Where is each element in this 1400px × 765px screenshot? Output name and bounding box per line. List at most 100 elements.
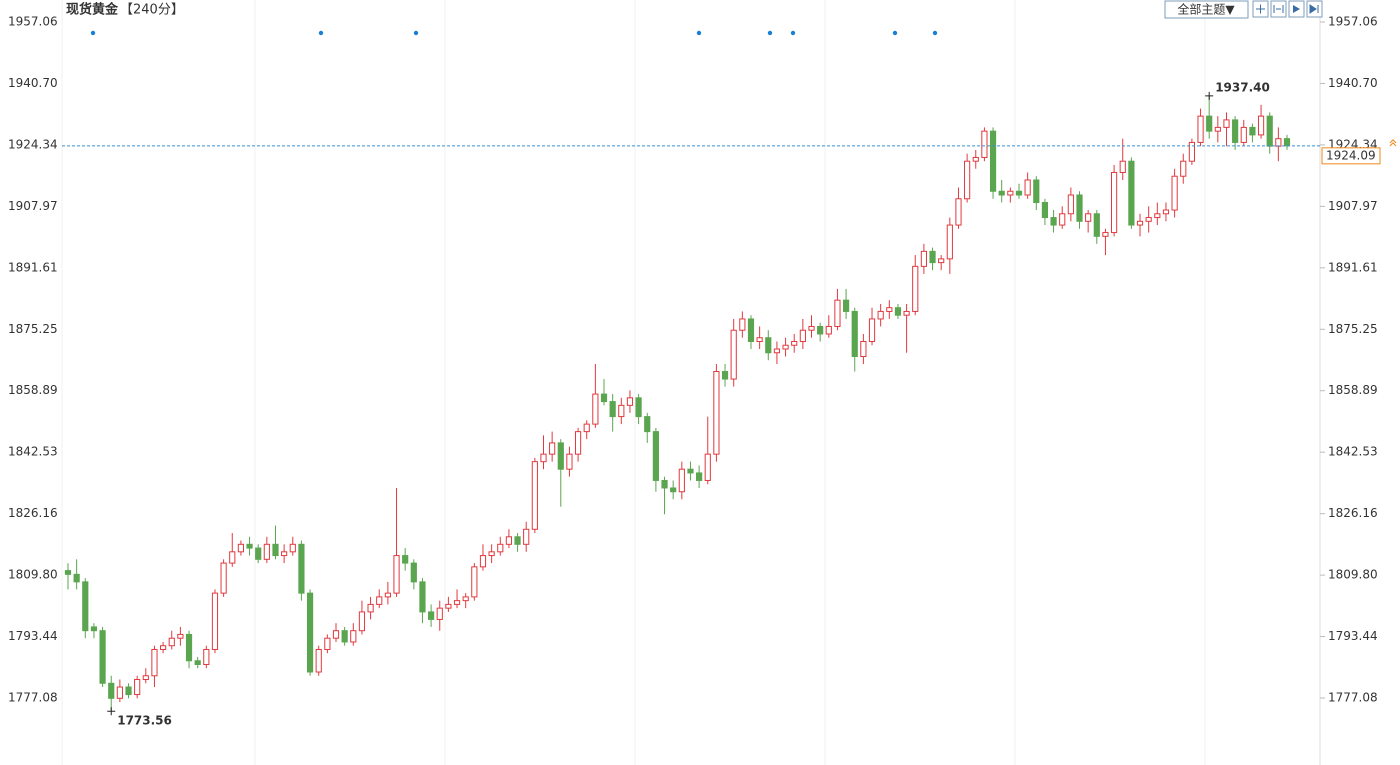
candle-body	[1119, 160, 1126, 173]
y2-tick-label: 1809.80	[1328, 568, 1378, 582]
candle-body	[1059, 213, 1066, 226]
candle-body	[151, 648, 158, 677]
candle-body	[82, 581, 89, 632]
candle-body	[1154, 213, 1161, 219]
candle-body	[877, 310, 884, 320]
candle-body	[505, 536, 513, 545]
candle-body	[825, 325, 832, 335]
event-dot[interactable]	[892, 30, 898, 36]
candle-body	[90, 626, 98, 632]
candle-body	[523, 528, 530, 545]
event-dot[interactable]	[413, 30, 419, 36]
y-tick-label: 1924.34	[8, 137, 58, 151]
candle-body	[557, 442, 564, 470]
theme-button-label[interactable]: 全部主题▼	[1177, 2, 1235, 17]
event-dot[interactable]	[318, 30, 324, 36]
candle-body	[237, 543, 245, 553]
candle-body	[583, 423, 590, 433]
candle-body	[497, 543, 504, 553]
candle-body	[903, 310, 910, 316]
event-dot[interactable]	[696, 30, 702, 36]
candle-body	[116, 686, 123, 699]
candle-body	[549, 442, 556, 455]
candle-body	[1232, 119, 1239, 143]
candle-body	[402, 555, 409, 564]
candle-body	[1102, 232, 1109, 237]
candle-body	[713, 371, 720, 455]
candle-body	[1076, 194, 1083, 222]
candle-body	[160, 645, 167, 650]
candle-body	[315, 648, 322, 673]
y2-tick-label: 1793.44	[1328, 629, 1378, 643]
candle-body	[1128, 160, 1135, 226]
y2-tick-label: 1940.70	[1328, 76, 1378, 90]
candle-body	[609, 401, 616, 418]
y2-tick-label: 1891.61	[1328, 260, 1378, 274]
theme-button[interactable]	[1164, 0, 1249, 19]
candle-body	[989, 130, 997, 192]
event-dot[interactable]	[790, 30, 796, 36]
y-tick-label: 1809.80	[8, 568, 58, 582]
candle-body	[531, 461, 538, 530]
y2-tick-label: 1826.16	[1328, 506, 1378, 520]
candle-body	[203, 648, 210, 665]
candle-body	[428, 611, 435, 620]
candle-body	[125, 686, 132, 696]
candle-body	[765, 337, 772, 354]
event-dot[interactable]	[90, 30, 96, 36]
event-dot[interactable]	[767, 30, 773, 36]
candle-body	[747, 318, 755, 342]
candle-body	[652, 431, 659, 481]
candle-body	[626, 397, 634, 406]
current-price-box	[1321, 147, 1381, 165]
candle-body	[419, 581, 426, 613]
candle-body	[384, 592, 391, 598]
candle-body	[1085, 213, 1092, 222]
candle-body	[618, 404, 625, 418]
y-tick-label: 1858.89	[8, 383, 58, 397]
chart-subtitle: 【240分】	[120, 3, 184, 18]
candle-body	[332, 630, 340, 639]
candle-body	[1136, 220, 1144, 226]
candle-body	[1240, 126, 1247, 143]
low-label: 1773.56	[117, 714, 172, 728]
candle-body	[108, 682, 115, 699]
candle-body	[324, 637, 331, 650]
candle-body	[393, 555, 400, 594]
vertical-grid	[61, 0, 1321, 765]
candle-body	[1197, 115, 1204, 143]
candle-body	[410, 562, 417, 583]
candle-body	[246, 543, 253, 549]
candle-body	[635, 397, 642, 418]
candle-body	[1033, 179, 1040, 204]
candle-body	[756, 337, 763, 342]
candle-body	[894, 307, 902, 316]
candle-body	[220, 562, 227, 594]
candle-body	[1171, 175, 1178, 211]
candle-body	[185, 633, 193, 662]
candle-body	[1206, 115, 1213, 132]
candle-body	[367, 603, 374, 613]
candle-body	[1162, 209, 1170, 215]
event-dot[interactable]	[932, 30, 938, 36]
candle-body	[540, 453, 547, 463]
candle-body	[1145, 217, 1152, 222]
candle-body	[972, 156, 979, 162]
candle-body	[142, 675, 149, 681]
candle-body	[1110, 171, 1118, 234]
candle-body	[670, 487, 677, 493]
candle-body	[73, 573, 80, 583]
candle-body	[808, 325, 815, 331]
candle-body	[255, 547, 262, 560]
icon	[1309, 4, 1319, 14]
y-tick-label: 1793.44	[8, 629, 58, 643]
candle-body	[704, 453, 711, 481]
candle-body	[644, 416, 651, 433]
candle-body	[998, 190, 1005, 196]
candle-body	[272, 543, 279, 557]
candle-body	[194, 660, 201, 665]
y2-tick-label: 1957.06	[1328, 15, 1378, 29]
icon	[1293, 5, 1300, 13]
